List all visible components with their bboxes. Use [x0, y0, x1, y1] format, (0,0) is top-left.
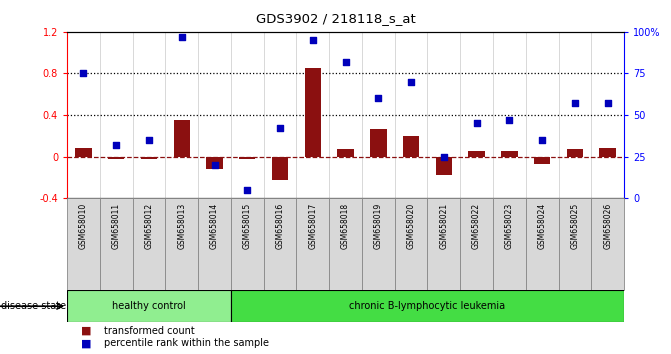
Point [274, 126, 285, 131]
Text: ■: ■ [81, 338, 91, 348]
Point [406, 79, 417, 85]
Bar [165, 198, 198, 290]
Bar [395, 198, 427, 290]
Bar [370, 129, 386, 156]
Text: GSM658023: GSM658023 [505, 203, 514, 249]
Bar [591, 198, 624, 290]
Bar [338, 149, 354, 156]
Text: GSM658013: GSM658013 [177, 203, 187, 249]
Bar [108, 156, 124, 159]
Bar [67, 290, 231, 322]
Text: transformed count: transformed count [104, 326, 195, 336]
Bar [427, 198, 460, 290]
Bar [526, 198, 558, 290]
Bar [264, 198, 297, 290]
Text: GDS3902 / 218118_s_at: GDS3902 / 218118_s_at [256, 12, 415, 25]
Bar [133, 198, 165, 290]
Bar [493, 198, 526, 290]
Bar [239, 156, 256, 159]
Bar [141, 156, 157, 159]
Bar [501, 152, 517, 156]
Point [78, 71, 89, 76]
Bar [198, 198, 231, 290]
Bar [297, 198, 329, 290]
Bar [534, 156, 550, 164]
Text: GSM658022: GSM658022 [472, 203, 481, 249]
Bar [67, 198, 100, 290]
Point [242, 187, 253, 193]
Bar [435, 156, 452, 175]
Bar [207, 156, 223, 169]
Text: GSM658019: GSM658019 [374, 203, 383, 249]
Bar [75, 148, 92, 156]
Point [438, 154, 449, 159]
Text: disease state: disease state [1, 301, 66, 311]
Point [471, 120, 482, 126]
Bar [468, 152, 485, 156]
Bar [362, 198, 395, 290]
Bar [403, 136, 419, 156]
Point [373, 96, 384, 101]
Point [504, 117, 515, 123]
Point [537, 137, 548, 143]
Point [209, 162, 220, 168]
Text: GSM658011: GSM658011 [112, 203, 121, 249]
Text: GSM658025: GSM658025 [570, 203, 579, 249]
Bar [305, 68, 321, 156]
Bar [272, 156, 289, 179]
Text: GSM658026: GSM658026 [603, 203, 612, 249]
Text: GSM658015: GSM658015 [243, 203, 252, 249]
Text: GSM658018: GSM658018 [341, 203, 350, 249]
Text: GSM658016: GSM658016 [276, 203, 285, 249]
Bar [174, 120, 190, 156]
Text: healthy control: healthy control [112, 301, 186, 311]
Bar [567, 149, 583, 156]
Bar [329, 198, 362, 290]
Text: percentile rank within the sample: percentile rank within the sample [104, 338, 269, 348]
Bar [231, 290, 624, 322]
Point [603, 101, 613, 106]
Bar [558, 198, 591, 290]
Point [340, 59, 351, 65]
Bar [231, 198, 264, 290]
Point [307, 37, 318, 43]
Text: GSM658021: GSM658021 [440, 203, 448, 249]
Text: ■: ■ [81, 326, 91, 336]
Point [570, 101, 580, 106]
Point [111, 142, 121, 148]
Point [144, 137, 154, 143]
Text: GSM658010: GSM658010 [79, 203, 88, 249]
Bar [460, 198, 493, 290]
Text: GSM658017: GSM658017 [308, 203, 317, 249]
Point [176, 34, 187, 40]
Text: GSM658024: GSM658024 [537, 203, 547, 249]
Bar [100, 198, 133, 290]
Text: GSM658020: GSM658020 [407, 203, 415, 249]
Text: GSM658012: GSM658012 [144, 203, 154, 249]
Bar [599, 148, 616, 156]
Text: GSM658014: GSM658014 [210, 203, 219, 249]
Text: chronic B-lymphocytic leukemia: chronic B-lymphocytic leukemia [350, 301, 505, 311]
